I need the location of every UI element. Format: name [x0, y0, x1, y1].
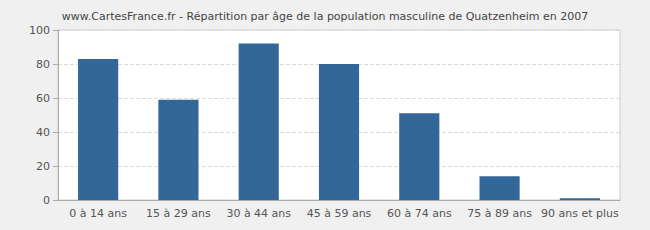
svg-text:15 à 29 ans: 15 à 29 ans — [146, 207, 211, 220]
svg-text:40: 40 — [36, 126, 50, 139]
svg-text:60 à 74 ans: 60 à 74 ans — [387, 207, 452, 220]
svg-text:45 à 59 ans: 45 à 59 ans — [307, 207, 372, 220]
svg-text:80: 80 — [36, 58, 50, 71]
svg-text:0: 0 — [43, 194, 50, 207]
svg-text:20: 20 — [36, 160, 50, 173]
svg-text:100: 100 — [29, 24, 50, 37]
svg-text:90 ans et plus: 90 ans et plus — [541, 207, 619, 220]
svg-text:www.CartesFrance.fr - Répartit: www.CartesFrance.fr - Répartition par âg… — [62, 10, 588, 23]
svg-text:30 à 44 ans: 30 à 44 ans — [226, 207, 291, 220]
svg-text:75 à 89 ans: 75 à 89 ans — [467, 207, 532, 220]
svg-text:0 à 14 ans: 0 à 14 ans — [69, 207, 127, 220]
svg-text:60: 60 — [36, 92, 50, 105]
